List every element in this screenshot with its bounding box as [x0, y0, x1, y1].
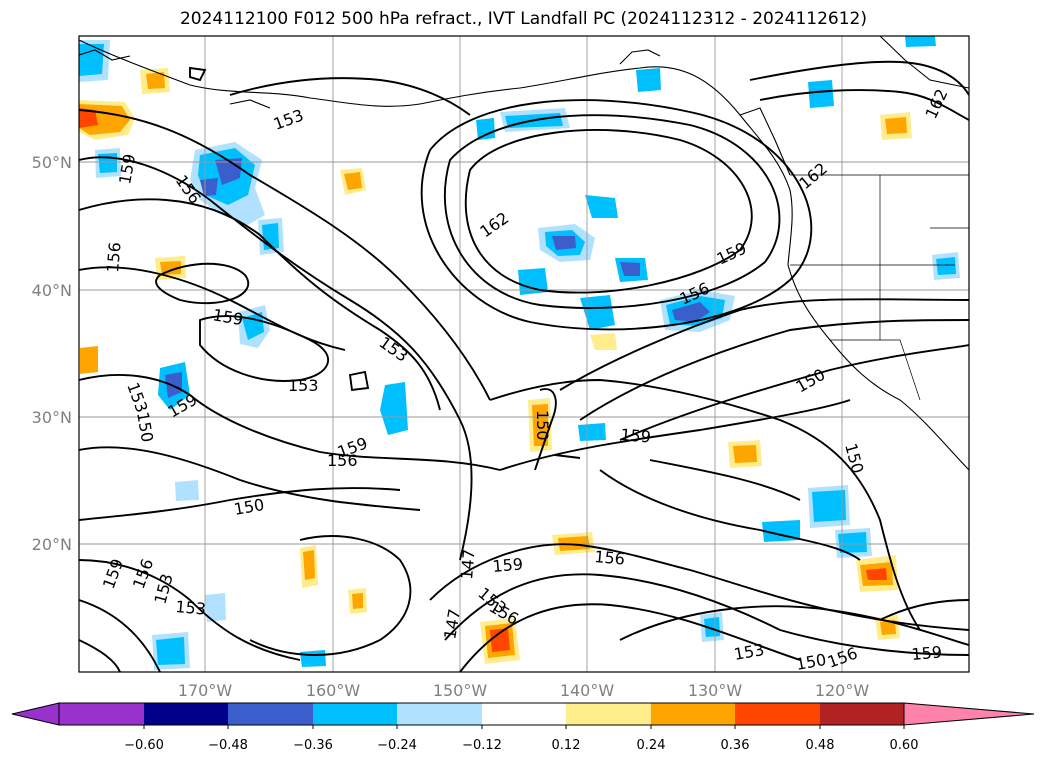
- colorbar-tick-label: −0.60: [124, 738, 164, 753]
- contour-label: 156: [594, 547, 626, 569]
- colorbar-ticks: [143, 725, 905, 729]
- colorbar-tick-label: 0.12: [552, 738, 581, 753]
- cold-blob-central: [518, 195, 648, 295]
- colorbar-swatch: [651, 703, 735, 725]
- contour-label: 156: [327, 451, 358, 470]
- lon-label-170w: 170°W: [178, 681, 233, 700]
- contour-label: 147: [457, 548, 479, 580]
- map-frame: [78, 35, 970, 673]
- lat-label-50n: 50°N: [32, 153, 72, 172]
- colorbar-swatch: [820, 703, 904, 725]
- colorbar-tick-label: 0.36: [721, 738, 750, 753]
- contour-label: 153: [175, 597, 207, 619]
- lon-label-130w: 130°W: [688, 681, 743, 700]
- longitude-labels: 170°W 160°W 150°W 140°W 130°W 120°W: [178, 681, 870, 700]
- refractivity-contours: [79, 60, 969, 672]
- latitude-labels: 50°N 40°N 30°N 20°N: [32, 153, 72, 554]
- colorbar: −0.60 −0.48 −0.36 −0.24 −0.12 0.12 0.24 …: [11, 702, 1035, 753]
- lat-label-20n: 20°N: [32, 535, 72, 554]
- map-area: 153 159 156 156 159 153 162 162 159 156 …: [79, 36, 969, 674]
- lon-label-120w: 120°W: [815, 681, 870, 700]
- colorbar-swatch: [482, 703, 566, 725]
- colorbar-extend-min: [11, 702, 60, 726]
- lat-label-30n: 30°N: [32, 408, 72, 427]
- colorbar-swatch: [313, 703, 397, 725]
- colorbar-tick-label: 0.24: [637, 738, 666, 753]
- lat-label-40n: 40°N: [32, 281, 72, 300]
- lon-label-160w: 160°W: [306, 681, 361, 700]
- contour-label: 153: [288, 376, 319, 395]
- cold-blob-east: [580, 290, 735, 350]
- lon-label-140w: 140°W: [560, 681, 615, 700]
- contour-label: 150: [533, 410, 552, 441]
- colorbar-swatch: [228, 703, 313, 725]
- coastlines: [79, 36, 969, 471]
- shaded-anomalies: [79, 36, 960, 670]
- contour-label: 159: [911, 642, 943, 664]
- cold-blobs-scattered: [79, 36, 960, 670]
- lon-label-150w: 150°W: [433, 681, 488, 700]
- colorbar-swatch: [144, 703, 228, 725]
- contour-label: 159: [492, 554, 524, 576]
- colorbar-swatch: [566, 703, 651, 725]
- map-title: 2024112100 F012 500 hPa refract., IVT La…: [179, 9, 867, 29]
- colorbar-tick-label: −0.36: [293, 738, 333, 753]
- colorbar-swatch: [59, 703, 144, 725]
- colorbar-tick-label: 0.48: [806, 738, 835, 753]
- colorbar-extend-max: [903, 702, 1035, 726]
- contour-label: 150: [794, 650, 827, 674]
- contour-label: 156: [103, 241, 125, 273]
- warm-blob-nw: [79, 100, 135, 140]
- colorbar-tick-label: −0.48: [208, 738, 248, 753]
- contour-label: 159: [620, 425, 652, 447]
- colorbar-tick-label: −0.24: [377, 738, 417, 753]
- colorbar-tick-label: 0.60: [890, 738, 919, 753]
- state-borders: [790, 174, 969, 401]
- colorbar-swatch: [735, 703, 820, 725]
- colorbar-swatch: [397, 703, 482, 725]
- colorbar-tick-label: −0.12: [462, 738, 502, 753]
